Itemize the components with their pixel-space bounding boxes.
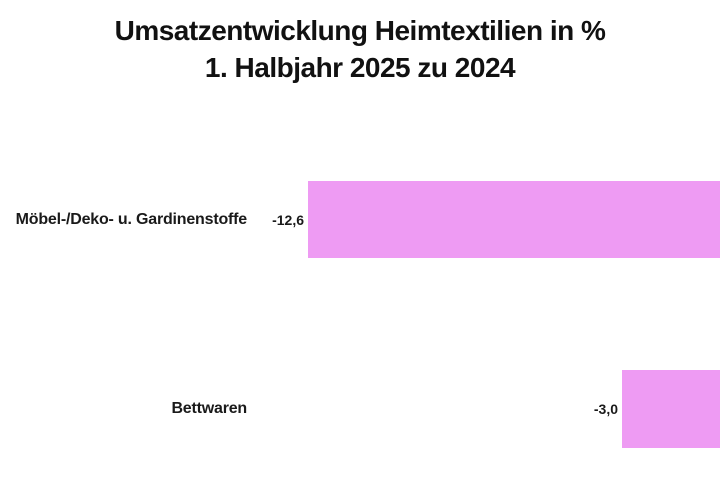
bar-row: Bettwaren -3,0	[0, 370, 720, 448]
bar-moebel-deko-gardinenstoffe	[308, 181, 720, 258]
chart-title: Umsatzentwicklung Heimtextilien in % 1. …	[0, 12, 720, 86]
bar-row: Möbel-/Deko- u. Gardinenstoffe -12,6	[0, 181, 720, 258]
chart-title-line1: Umsatzentwicklung Heimtextilien in %	[114, 15, 606, 46]
value-label: -3,0	[593, 401, 618, 417]
category-label: Möbel-/Deko- u. Gardinenstoffe	[15, 210, 248, 228]
category-label: Bettwaren	[171, 400, 247, 417]
bar-bettwaren	[622, 370, 720, 448]
value-label: -12,6	[272, 211, 304, 228]
chart-title-line2: 1. Halbjahr 2025 zu 2024	[204, 52, 516, 83]
